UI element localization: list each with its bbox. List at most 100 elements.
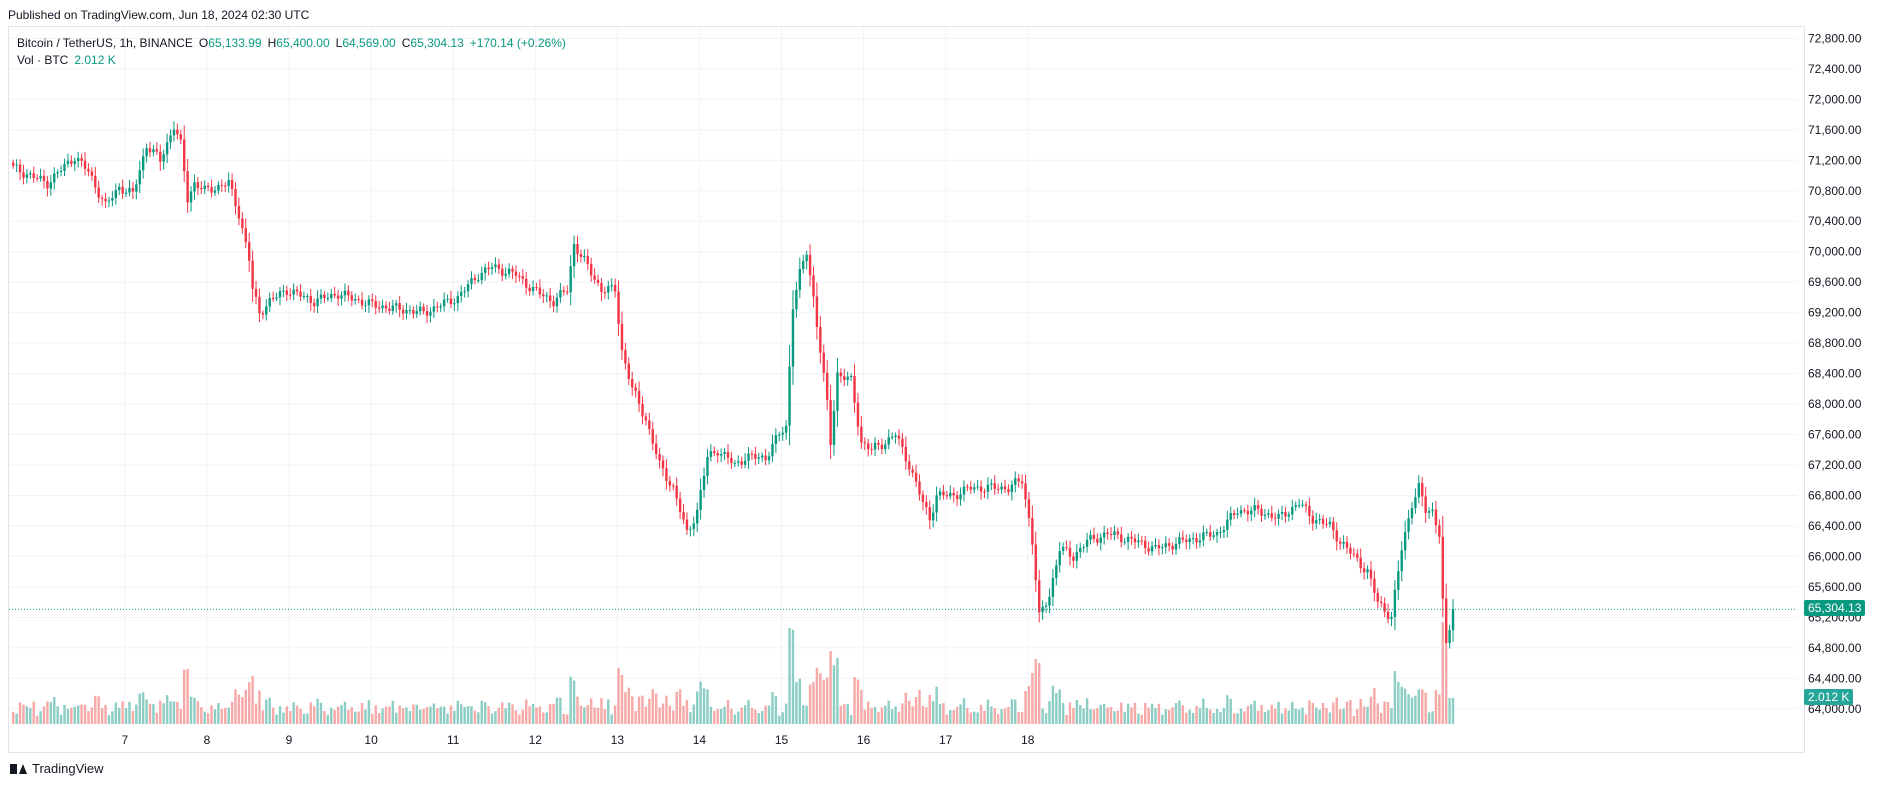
volume-bar <box>1174 703 1178 724</box>
candle-body <box>446 298 449 300</box>
volume-bar <box>442 706 446 724</box>
volume-bar <box>326 714 330 724</box>
volume-bar <box>521 709 524 724</box>
candle-body <box>265 306 268 315</box>
volume-bar <box>890 709 894 724</box>
candle-body <box>124 192 128 194</box>
candle-body <box>880 444 884 450</box>
candle-body <box>1291 507 1294 515</box>
candle-body <box>979 486 983 492</box>
volume-bar <box>1109 707 1113 724</box>
candle-body <box>1250 510 1253 515</box>
candle-body <box>1431 509 1434 512</box>
candle-body <box>432 306 436 312</box>
y-tick-label: 70,000.00 <box>1808 245 1862 259</box>
volume-bar <box>1154 707 1157 724</box>
volume-bar <box>938 704 942 724</box>
candle-body <box>1202 532 1205 541</box>
volume-bar <box>1198 707 1202 724</box>
volume-bar <box>439 706 442 724</box>
x-tick-label: 9 <box>286 733 293 747</box>
candle-body <box>1051 578 1055 597</box>
volume-bar <box>111 711 114 724</box>
y-tick-label: 70,800.00 <box>1808 184 1862 198</box>
candle-body <box>1451 609 1455 631</box>
candle-body <box>203 185 206 189</box>
candle-body <box>1048 596 1051 606</box>
candle-body <box>15 164 18 166</box>
volume-bar <box>90 707 94 724</box>
volume-bar <box>1072 707 1075 724</box>
candle-body <box>1198 540 1202 543</box>
candle-body <box>384 305 388 309</box>
candle-body <box>1397 570 1400 590</box>
volume-bar <box>470 706 473 724</box>
candle-body <box>1239 510 1243 514</box>
legend-volume-row: Vol · BTC 2.012 K <box>17 52 566 69</box>
volume-bar <box>983 710 986 724</box>
volume-bar <box>767 705 771 724</box>
volume-bar <box>654 693 658 724</box>
volume-bar <box>1010 699 1014 724</box>
candle-body <box>1209 532 1212 537</box>
volume-bar <box>354 711 357 724</box>
volume-bar <box>145 699 148 724</box>
candle-body <box>254 288 258 297</box>
close-key: C <box>401 36 411 50</box>
candle-body <box>56 172 59 174</box>
volume-bar <box>76 705 80 724</box>
volume-bar <box>973 711 976 724</box>
tradingview-brand[interactable]: TradingView <box>10 761 104 776</box>
candle-body <box>1260 508 1263 516</box>
candle-body <box>1424 496 1427 513</box>
candle-body <box>1099 537 1102 543</box>
volume-bar <box>1352 715 1356 724</box>
candle-body <box>330 293 333 299</box>
volume-bar <box>1150 703 1154 724</box>
volume-bar <box>1400 686 1403 724</box>
candle-body <box>104 198 107 202</box>
candle-body <box>497 264 501 269</box>
volume-bar <box>251 676 254 724</box>
volume-bar <box>429 706 432 724</box>
candle-body <box>555 297 559 307</box>
volume-bar <box>1178 700 1181 724</box>
candle-body <box>1356 553 1359 558</box>
candle-body <box>148 148 152 153</box>
volume-bar <box>1075 700 1079 724</box>
volume-bar <box>343 701 347 724</box>
candle-body <box>490 267 494 270</box>
volume-bar <box>1096 708 1099 724</box>
candle-body <box>309 295 312 303</box>
candle-body <box>1236 513 1239 515</box>
candle-body <box>945 495 949 497</box>
candle-body <box>856 402 860 427</box>
candle-body <box>589 263 593 276</box>
volume-bar <box>784 703 788 724</box>
volume-bar <box>1390 708 1393 724</box>
volume-bar <box>1451 697 1455 724</box>
volume-bar <box>696 691 699 724</box>
y-tick-label: 72,000.00 <box>1808 92 1862 106</box>
volume-bar <box>460 704 463 724</box>
volume-bar <box>548 704 552 724</box>
chart-frame[interactable] <box>8 26 1805 753</box>
volume-label[interactable]: Vol · BTC <box>17 53 69 67</box>
candle-body <box>268 298 271 307</box>
volume-bar <box>942 703 945 724</box>
close-value: 65,304.13 <box>410 36 464 50</box>
candle-body <box>668 480 672 486</box>
volume-bar <box>1270 704 1273 724</box>
candle-body <box>343 290 347 296</box>
candle-body <box>808 254 812 276</box>
candle-body <box>767 456 771 461</box>
chart-legend: Bitcoin / TetherUS, 1h, BINANCE O65,133.… <box>17 35 566 69</box>
volume-bar <box>716 708 719 724</box>
volume-bar <box>887 700 890 724</box>
symbol-label[interactable]: Bitcoin / TetherUS, 1h, BINANCE <box>17 36 193 50</box>
candle-body <box>251 260 254 289</box>
volume-bar <box>1349 699 1352 724</box>
volume-bar <box>1068 702 1072 724</box>
volume-bar <box>1297 709 1301 724</box>
